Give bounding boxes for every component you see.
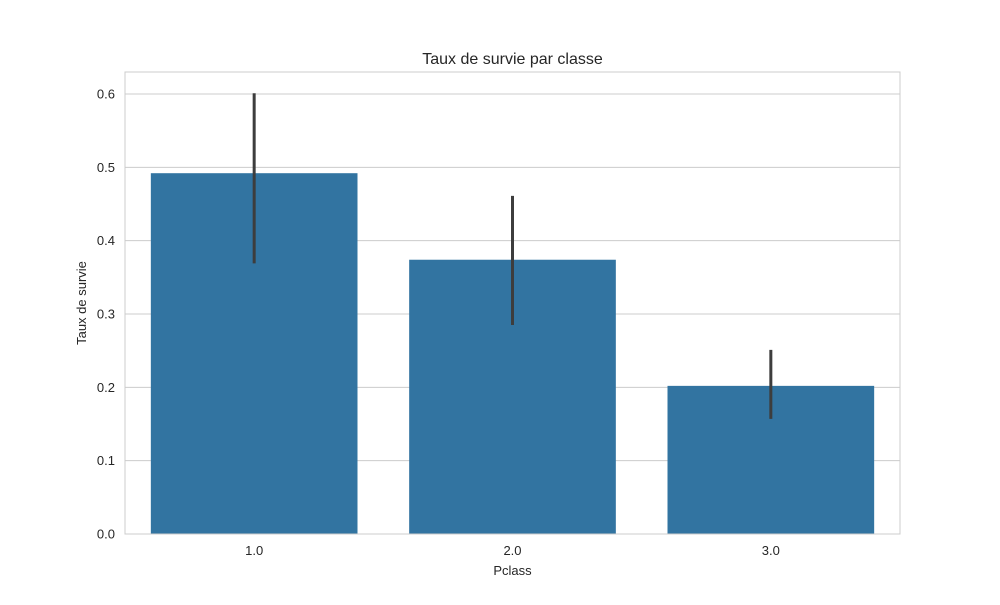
axes-frame xyxy=(124,71,901,535)
y-tick-label: 0.0 xyxy=(97,527,115,542)
y-tick-label: 0.1 xyxy=(97,453,115,468)
y-axis-label: Taux de survie xyxy=(74,261,89,345)
y-tick-label: 0.4 xyxy=(97,233,115,248)
y-tick-label: 0.3 xyxy=(97,307,115,322)
y-tick-label: 0.5 xyxy=(97,160,115,175)
error-bars xyxy=(252,93,773,419)
x-tick-label: 1.0 xyxy=(245,543,263,558)
y-tick-labels: 0.0 0.1 0.2 0.3 0.4 0.5 0.6 xyxy=(97,87,115,542)
x-tick-label: 2.0 xyxy=(503,543,521,558)
x-tick-labels: 1.0 2.0 3.0 xyxy=(245,543,780,558)
chart-title: Taux de survie par classe xyxy=(422,51,603,68)
y-tick-label: 0.2 xyxy=(97,380,115,395)
y-tick-label: 0.6 xyxy=(97,87,115,102)
x-tick-label: 3.0 xyxy=(762,543,780,558)
x-axis-label: Pclass xyxy=(493,563,532,578)
